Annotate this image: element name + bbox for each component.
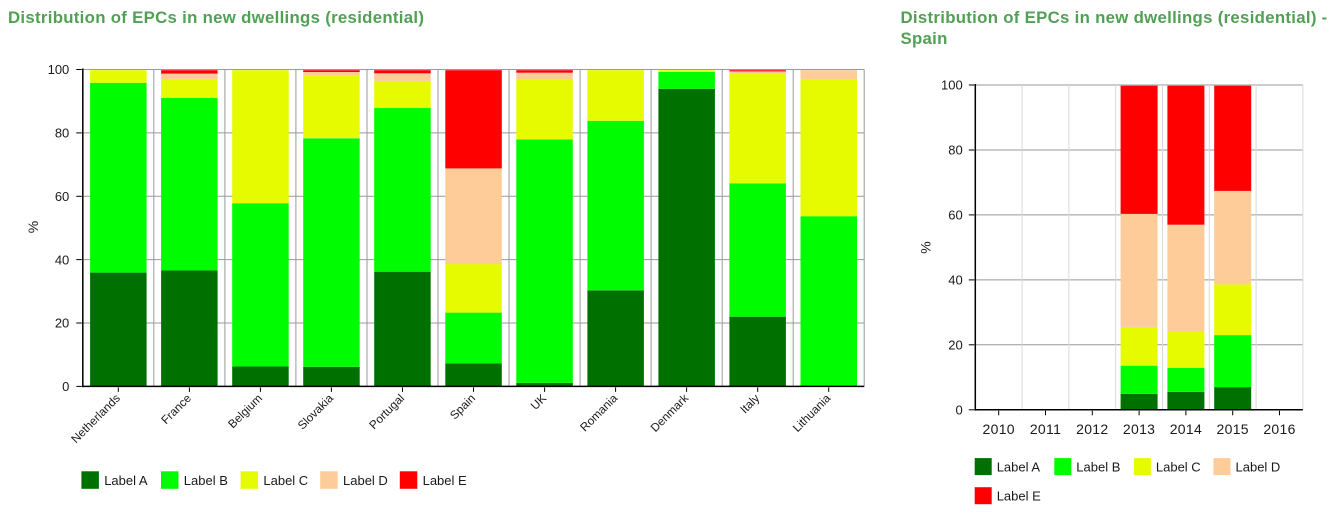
svg-text:Distribution of EPCs in new dw: Distribution of EPCs in new dwellings (r… <box>901 8 1328 27</box>
svg-text:60: 60 <box>948 208 962 223</box>
svg-text:20: 20 <box>948 338 962 353</box>
svg-text:100: 100 <box>941 78 963 93</box>
svg-text:Distribution of EPCs in new dw: Distribution of EPCs in new dwellings (r… <box>8 8 424 27</box>
svg-text:%: % <box>25 221 41 233</box>
svg-text:80: 80 <box>948 143 962 158</box>
svg-text:80: 80 <box>55 126 69 141</box>
svg-text:2015: 2015 <box>1217 421 1249 437</box>
svg-text:40: 40 <box>55 252 69 267</box>
svg-text:Label B: Label B <box>184 473 228 488</box>
svg-text:60: 60 <box>55 189 69 204</box>
svg-text:2016: 2016 <box>1263 421 1295 437</box>
svg-text:2014: 2014 <box>1170 421 1202 437</box>
svg-text:20: 20 <box>55 316 69 331</box>
svg-text:40: 40 <box>948 273 962 288</box>
svg-text:0: 0 <box>62 379 69 394</box>
svg-text:Label B: Label B <box>1076 459 1120 474</box>
svg-text:Label C: Label C <box>1156 459 1201 474</box>
svg-text:Label E: Label E <box>997 488 1041 503</box>
svg-text:Label A: Label A <box>997 459 1041 474</box>
svg-text:2012: 2012 <box>1076 421 1108 437</box>
svg-text:2013: 2013 <box>1123 421 1155 437</box>
svg-text:%: % <box>918 241 934 253</box>
svg-text:Label D: Label D <box>1236 459 1281 474</box>
svg-text:2010: 2010 <box>983 421 1015 437</box>
svg-text:Label C: Label C <box>263 473 308 488</box>
svg-text:Label D: Label D <box>343 473 388 488</box>
svg-text:0: 0 <box>955 403 962 418</box>
svg-text:Label A: Label A <box>104 473 148 488</box>
svg-text:2011: 2011 <box>1030 421 1061 437</box>
svg-text:Label E: Label E <box>423 473 467 488</box>
svg-text:Spain: Spain <box>901 29 948 48</box>
svg-text:100: 100 <box>48 62 70 77</box>
